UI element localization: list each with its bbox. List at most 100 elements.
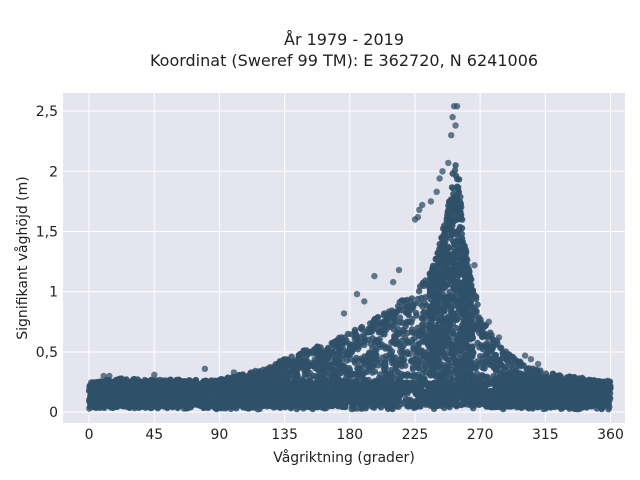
scatter-point: [381, 320, 388, 327]
scatter-point: [429, 327, 436, 334]
scatter-point: [426, 354, 434, 362]
scatter-point: [374, 314, 381, 321]
scatter-point: [396, 299, 403, 306]
scatter-point: [474, 301, 481, 308]
scatter-point: [420, 309, 427, 317]
scatter-point: [448, 345, 455, 352]
scatter-point: [445, 244, 452, 252]
scatter-point: [479, 364, 486, 371]
scatter-point: [372, 354, 379, 361]
scatter-point: [453, 324, 460, 332]
scatter-point: [443, 367, 450, 374]
scatter-point: [376, 335, 383, 343]
scatter-point: [380, 364, 387, 372]
scatter-point: [353, 354, 360, 362]
scatter-point: [379, 354, 386, 361]
scatter-point: [464, 289, 471, 296]
scatter-point: [463, 255, 470, 263]
scatter-point: [330, 358, 337, 365]
scatter-point: [318, 354, 326, 361]
scatter-point: [365, 325, 372, 333]
scatter-point: [484, 361, 491, 368]
scatter-point: [478, 372, 485, 379]
scatter-point: [463, 300, 470, 307]
scatter-point: [404, 296, 411, 304]
scatter-point: [300, 359, 308, 366]
scatter-point: [483, 332, 490, 339]
scatter-point: [404, 329, 411, 336]
scatter-point: [427, 372, 434, 379]
scatter-point: [460, 317, 467, 324]
scatter-point: [492, 341, 499, 349]
scatter-point: [482, 352, 489, 359]
scatter-point: [324, 364, 332, 372]
scatter-point: [415, 359, 422, 366]
chart-title-line2: Koordinat (Sweref 99 TM): E 362720, N 62…: [150, 51, 538, 70]
scatter-points: [85, 103, 614, 413]
scatter-point: [433, 347, 440, 354]
scatter-point: [495, 374, 502, 381]
scatter-point: [449, 170, 456, 177]
scatter-point: [285, 360, 292, 368]
scatter-point: [450, 217, 458, 225]
scatter-point: [315, 372, 322, 379]
scatter-point: [415, 365, 422, 372]
chart-title-line1: År 1979 - 2019: [284, 30, 404, 49]
scatter-point: [364, 353, 371, 360]
scatter-point: [348, 331, 355, 338]
scatter-point: [507, 368, 514, 375]
scatter-point: [469, 349, 476, 356]
scatter-point: [414, 349, 421, 356]
scatter-point: [367, 340, 374, 347]
scatter-point: [437, 353, 444, 361]
scatter-point: [315, 346, 322, 354]
scatter-point: [398, 355, 406, 362]
scatter-point: [480, 343, 487, 350]
scatter-point: [361, 369, 368, 377]
scatter-point: [361, 359, 368, 366]
scatter-point: [442, 322, 449, 330]
scatter-point: [462, 274, 469, 281]
scatter-point: [330, 366, 337, 373]
scatter-point: [276, 359, 283, 366]
scatter-point: [323, 372, 330, 379]
scatter-point: [533, 366, 540, 374]
scatter-point: [382, 326, 390, 334]
scatter-point: [369, 335, 376, 342]
scatter-point: [377, 329, 384, 336]
scatter-point: [343, 357, 351, 364]
scatter-point: [301, 372, 308, 379]
scatter-point: [375, 321, 382, 328]
scatter-point: [463, 311, 470, 318]
scatter-point: [370, 362, 377, 369]
scatter-point: [460, 368, 468, 375]
scatter-point: [290, 368, 297, 375]
scatter-point: [333, 337, 341, 344]
scatter-point: [461, 243, 468, 251]
scatter-point: [365, 363, 372, 371]
scatter-point: [420, 282, 428, 289]
scatter-point: [293, 358, 300, 365]
scatter-point: [394, 368, 401, 375]
scatter-point: [438, 247, 445, 254]
scatter-point: [446, 202, 453, 209]
scatter-point: [380, 312, 387, 319]
scatter-point: [371, 368, 379, 375]
scatter-point: [418, 294, 425, 302]
scatter-point: [469, 365, 476, 372]
scatter-point: [432, 339, 440, 347]
scatter-point: [458, 329, 465, 336]
scatter-point: [345, 347, 352, 354]
scatter-point: [386, 345, 393, 352]
scatter-point: [451, 239, 458, 247]
scatter-point: [466, 281, 473, 288]
scatter-point: [329, 341, 336, 348]
scatter-point: [429, 274, 436, 282]
scatter-point: [354, 342, 361, 349]
scatter-point: [314, 366, 322, 373]
scatter-point: [427, 310, 435, 317]
scatter-point: [458, 235, 466, 242]
scatter-point: [318, 361, 325, 369]
scatter-point: [271, 368, 279, 375]
scatter-point: [455, 341, 462, 348]
